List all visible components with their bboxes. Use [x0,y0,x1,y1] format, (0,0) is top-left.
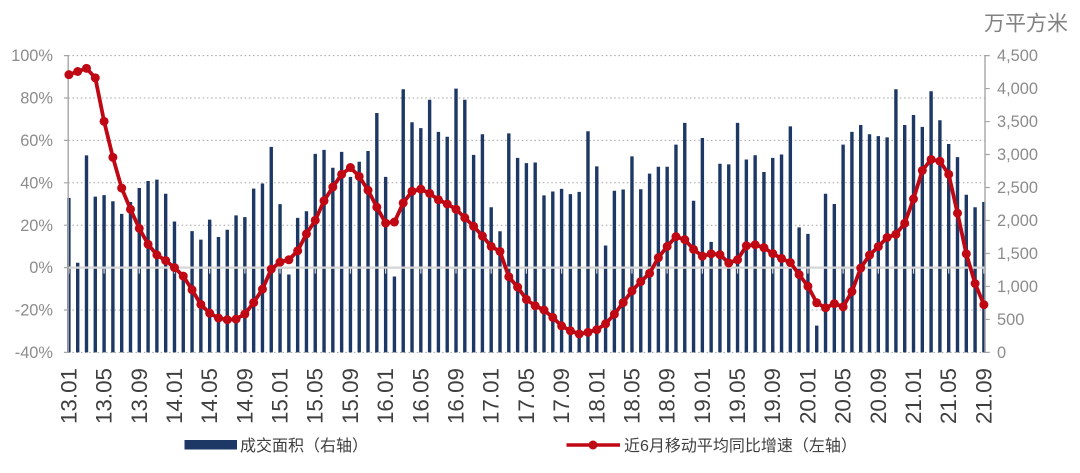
svg-text:17.05: 17.05 [514,368,539,424]
svg-text:21.05: 21.05 [936,368,961,424]
svg-text:20.05: 20.05 [831,368,856,424]
svg-text:20.01: 20.01 [795,368,820,424]
svg-text:15.05: 15.05 [303,368,328,424]
svg-text:18.09: 18.09 [655,368,680,424]
svg-text:万平方米: 万平方米 [984,13,1068,36]
svg-text:20%: 20% [20,217,53,235]
svg-text:18.01: 18.01 [584,368,609,424]
svg-text:60%: 60% [20,132,53,150]
svg-text:近6月移动平均同比增速（左轴）: 近6月移动平均同比增速（左轴） [624,437,857,455]
svg-text:14.01: 14.01 [162,368,187,424]
svg-text:19.01: 19.01 [690,368,715,424]
svg-text:-20%: -20% [15,302,53,320]
svg-text:21.01: 21.01 [901,368,926,424]
svg-text:4,000: 4,000 [997,80,1038,98]
svg-text:14.05: 14.05 [197,368,222,424]
svg-text:19.05: 19.05 [725,368,750,424]
svg-text:4,500: 4,500 [997,47,1038,65]
svg-text:21.09: 21.09 [971,368,996,424]
svg-text:13.09: 13.09 [127,368,152,424]
svg-text:500: 500 [997,311,1024,329]
svg-text:13.01: 13.01 [56,368,81,424]
svg-text:16.09: 16.09 [444,368,469,424]
svg-text:13.05: 13.05 [92,368,117,424]
svg-text:0: 0 [997,344,1006,362]
svg-text:16.05: 16.05 [408,368,433,424]
svg-text:20.09: 20.09 [866,368,891,424]
svg-text:100%: 100% [11,47,53,65]
svg-text:19.09: 19.09 [760,368,785,424]
svg-text:17.09: 17.09 [549,368,574,424]
svg-text:15.01: 15.01 [268,368,293,424]
svg-text:0%: 0% [29,259,53,277]
svg-text:2,000: 2,000 [997,212,1038,230]
svg-text:15.09: 15.09 [338,368,363,424]
svg-text:16.01: 16.01 [373,368,398,424]
svg-text:3,000: 3,000 [997,146,1038,164]
svg-text:17.01: 17.01 [479,368,504,424]
svg-text:2,500: 2,500 [997,179,1038,197]
svg-text:3,500: 3,500 [997,113,1038,131]
svg-text:40%: 40% [20,174,53,192]
svg-text:1,500: 1,500 [997,245,1038,263]
svg-text:-40%: -40% [15,344,53,362]
svg-text:成交面积（右轴）: 成交面积（右轴） [240,437,368,455]
svg-text:18.05: 18.05 [619,368,644,424]
svg-text:80%: 80% [20,90,53,108]
svg-text:14.09: 14.09 [232,368,257,424]
svg-text:1,000: 1,000 [997,278,1038,296]
